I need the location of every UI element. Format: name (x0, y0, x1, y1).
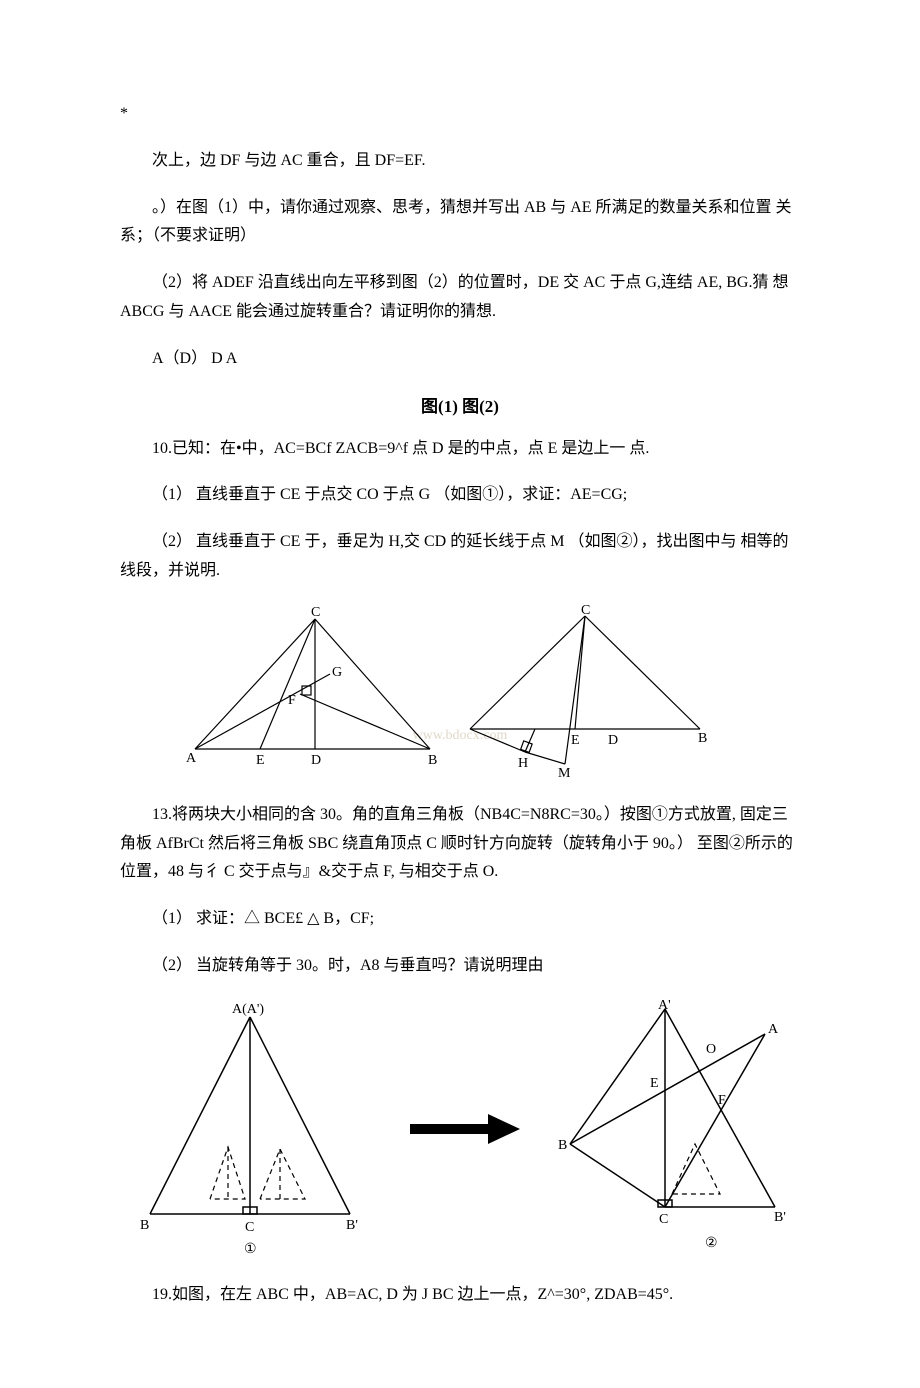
paragraph-4: A（D） D A (120, 345, 800, 374)
svg-text:C: C (311, 605, 320, 620)
svg-text:E: E (256, 753, 265, 768)
paragraph-7: （2） 直线垂直于 CE 于，垂足为 H,交 CD 的延长线于点 M （如图②）… (120, 528, 800, 586)
svg-text:D: D (608, 733, 618, 748)
paragraph-8: 13.将两块大小相同的含 30。角的直角三角板（NB4C=N8RC=30。）按图… (120, 801, 800, 887)
svg-text:H: H (518, 756, 528, 771)
q10-right-labels: H E D B C M (518, 604, 707, 779)
paragraph-6: （1） 直线垂直于 CE 于点交 CO 于点 G （如图①），求证：AE=CG; (120, 481, 800, 510)
paragraph-1: 次上，边 DF 与边 AC 重合，且 DF=EF. (120, 147, 800, 176)
svg-text:B: B (140, 1218, 149, 1233)
q10-diagram: www.bdocx.com A E D B C F G (180, 604, 740, 779)
svg-text:B: B (558, 1138, 567, 1153)
svg-text:M: M (558, 766, 571, 779)
svg-text:①: ① (244, 1242, 257, 1257)
svg-text:C: C (581, 604, 590, 618)
svg-text:F: F (718, 1093, 726, 1108)
svg-text:C: C (659, 1212, 668, 1227)
svg-text:A: A (768, 1022, 779, 1037)
q10-figure-row: www.bdocx.com A E D B C F G (120, 604, 800, 779)
svg-text:B: B (698, 731, 707, 746)
figure-caption-1: 图(1) 图(2) (120, 392, 800, 417)
svg-text:F: F (288, 693, 296, 708)
svg-text:B': B' (346, 1218, 358, 1233)
svg-text:E: E (571, 733, 580, 748)
q10-left-triangle (195, 619, 430, 749)
svg-text:D: D (311, 753, 321, 768)
q13-left-diagram: A(A') B B' C ① (120, 999, 380, 1259)
svg-text:B: B (428, 753, 437, 768)
svg-text:A(A'): A(A') (232, 1002, 264, 1017)
watermark-text: www.bdocx.com (413, 728, 508, 743)
paragraph-10: （2） 当旋转角等于 30。时，A8 与垂直吗？请说明理由 (120, 952, 800, 981)
svg-text:E: E (650, 1076, 659, 1091)
svg-text:②: ② (705, 1236, 718, 1251)
svg-text:B': B' (774, 1210, 786, 1225)
svg-text:G: G (332, 665, 342, 680)
arrow-icon (410, 1109, 520, 1149)
paragraph-9: （1） 求证：△ BCE£ △ B，CF; (120, 905, 800, 934)
q10-left-labels: A E D B C F G (186, 605, 437, 768)
q13-right-diagram: A' A B B' C E F O ② (550, 999, 800, 1259)
q13-figure-row: A(A') B B' C ① A' A B (120, 999, 800, 1259)
svg-text:A: A (186, 751, 197, 766)
paragraph-3: （2）将 ADEF 沿直线出向左平移到图（2）的位置时，DE 交 AC 于点 G… (120, 269, 800, 327)
svg-text:A': A' (658, 999, 671, 1013)
svg-text:C: C (245, 1220, 254, 1235)
paragraph-2: 。）在图（1）中，请你通过观察、思考，猜想并写出 AB 与 AE 所满足的数量关… (120, 194, 800, 252)
asterisk-mark: * (120, 100, 800, 129)
paragraph-5: 10.已知：在•中，AC=BCf ZACB=9^f 点 D 是的中点，点 E 是… (120, 435, 800, 464)
paragraph-11: 19.如图，在左 ABC 中，AB=AC, D 为 J BC 边上一点，Z^=3… (120, 1281, 800, 1310)
svg-text:O: O (706, 1042, 716, 1057)
